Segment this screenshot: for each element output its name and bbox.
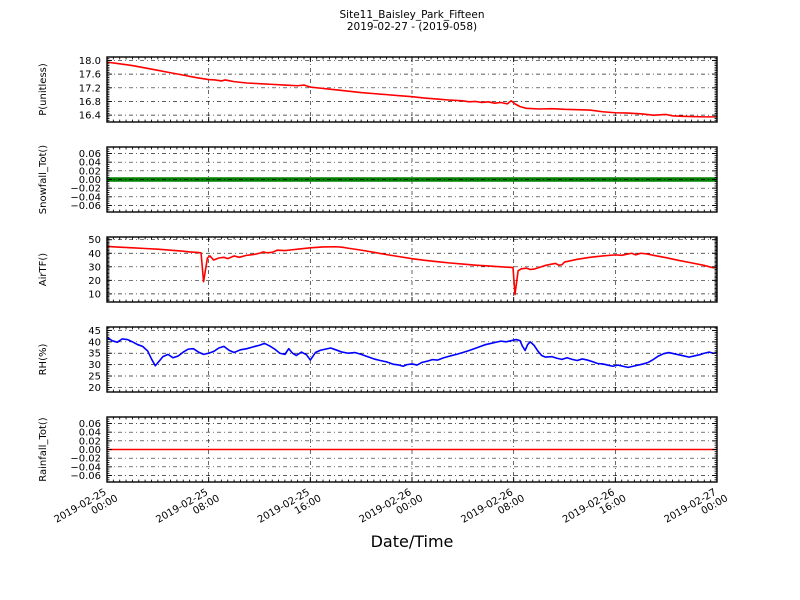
x-tick-label: 2019-02-2700:00	[663, 484, 730, 536]
y-axis-label: AirTF()	[38, 253, 49, 286]
y-tick-label: 16.4	[79, 111, 101, 122]
y-tick-label: 16.8	[79, 97, 101, 108]
title-block: Site11_Baisley_Park_Fifteen 2019-02-27 -…	[107, 9, 717, 33]
y-tick-label: 0.06	[79, 149, 101, 160]
y-tick-label: 17.6	[79, 70, 101, 81]
subplot-snowfall-tot: 0.060.040.020.00−0.02−0.04−0.06 Snowfall_…	[38, 145, 718, 215]
y-tick-label: 0.00	[79, 445, 101, 456]
chart-subtitle: 2019-02-27 - (2019-058)	[346, 21, 478, 33]
y-tick-label: 30	[88, 262, 101, 273]
y-tick-label: 0.02	[79, 436, 101, 447]
series-line	[107, 245, 717, 296]
y-axis-label: Rainfall_Tot()	[38, 417, 49, 482]
y-tick-label: 30	[88, 360, 101, 371]
subplot-p-unitless: 18.0 17.6 17.2 16.8 16.4 P(unitless)	[38, 56, 718, 123]
y-tick-label: 40	[88, 249, 101, 260]
y-axis-label: RH(%)	[38, 344, 49, 376]
y-tick-label: 25	[88, 372, 101, 383]
y-tick-label: 45	[88, 326, 101, 337]
y-tick-label: 0.04	[79, 428, 101, 439]
y-tick-label: −0.04	[70, 192, 101, 203]
x-tick-label: 2019-02-2600:00	[358, 484, 425, 536]
y-tick-label: 0.04	[79, 158, 101, 169]
axes-frame	[106, 56, 718, 123]
x-tick-label: 2019-02-2616:00	[561, 484, 628, 536]
y-tick-label: 10	[88, 289, 101, 300]
x-axis-title: Date/Time	[370, 532, 454, 551]
y-axis-label: P(unitless)	[38, 63, 49, 116]
chart-title: Site11_Baisley_Park_Fifteen	[339, 9, 485, 21]
y-tick-label: −0.06	[70, 471, 101, 482]
y-tick-label: −0.02	[70, 184, 101, 195]
axes-frame	[106, 146, 718, 213]
axes-frame	[106, 326, 718, 393]
y-tick-label: 35	[88, 349, 101, 360]
y-tick-label: 0.02	[79, 166, 101, 177]
y-tick-label: −0.04	[70, 462, 101, 473]
y-tick-label: 40	[88, 337, 101, 348]
subplot-rainfall-tot: 0.060.040.020.00−0.02−0.04−0.06 Rainfall_…	[38, 416, 718, 483]
x-tick-label: 2019-02-2516:00	[256, 484, 323, 536]
y-tick-label: −0.02	[70, 454, 101, 465]
y-tick-label: 0.06	[79, 419, 101, 430]
y-tick-label: −0.06	[70, 201, 101, 212]
x-tick-label: 2019-02-2508:00	[154, 484, 221, 536]
y-axis-label: Snowfall_Tot()	[38, 145, 49, 215]
x-tick-label: 2019-02-2500:00	[53, 484, 120, 536]
series-line	[107, 61, 717, 118]
series-line	[107, 336, 717, 369]
y-tick-label: 20	[88, 383, 101, 394]
y-tick-label: 50	[88, 235, 101, 246]
y-tick-label: 17.2	[79, 83, 101, 94]
y-tick-label: 20	[88, 276, 101, 287]
y-tick-label: 18.0	[79, 56, 101, 67]
subplot-airtf: 50 40 30 20 10 AirTF()	[38, 235, 718, 303]
axes-frame	[106, 416, 718, 483]
x-tick-label: 2019-02-2608:00	[459, 484, 526, 536]
y-tick-label: 0.00	[79, 175, 101, 186]
axes-frame	[106, 236, 718, 303]
